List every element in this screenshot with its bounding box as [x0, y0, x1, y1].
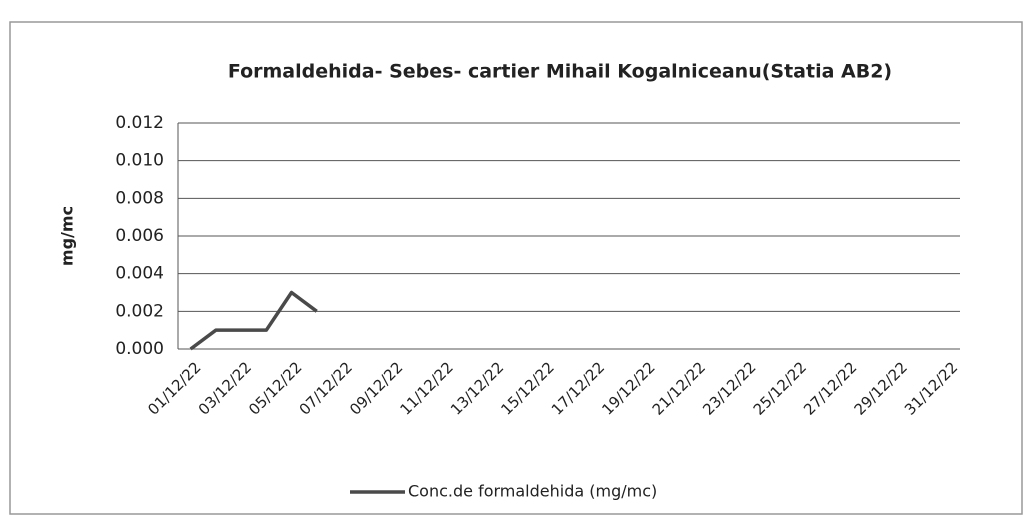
legend-label: Conc.de formaldehida (mg/mc)	[408, 482, 657, 501]
chart-frame	[9, 21, 1023, 515]
y-tick-label: 0.012	[115, 113, 164, 133]
y-tick-label: 0.000	[115, 339, 164, 359]
chart-title: Formaldehida- Sebes- cartier Mihail Koga…	[228, 61, 892, 83]
y-tick-label: 0.002	[115, 301, 164, 321]
y-tick-label: 0.008	[115, 188, 164, 208]
y-tick-label: 0.006	[115, 226, 164, 246]
y-tick-label: 0.010	[115, 151, 164, 171]
data-line	[189, 290, 318, 351]
y-axis-label: mg/mc	[58, 206, 77, 266]
y-tick-label: 0.004	[115, 264, 164, 284]
